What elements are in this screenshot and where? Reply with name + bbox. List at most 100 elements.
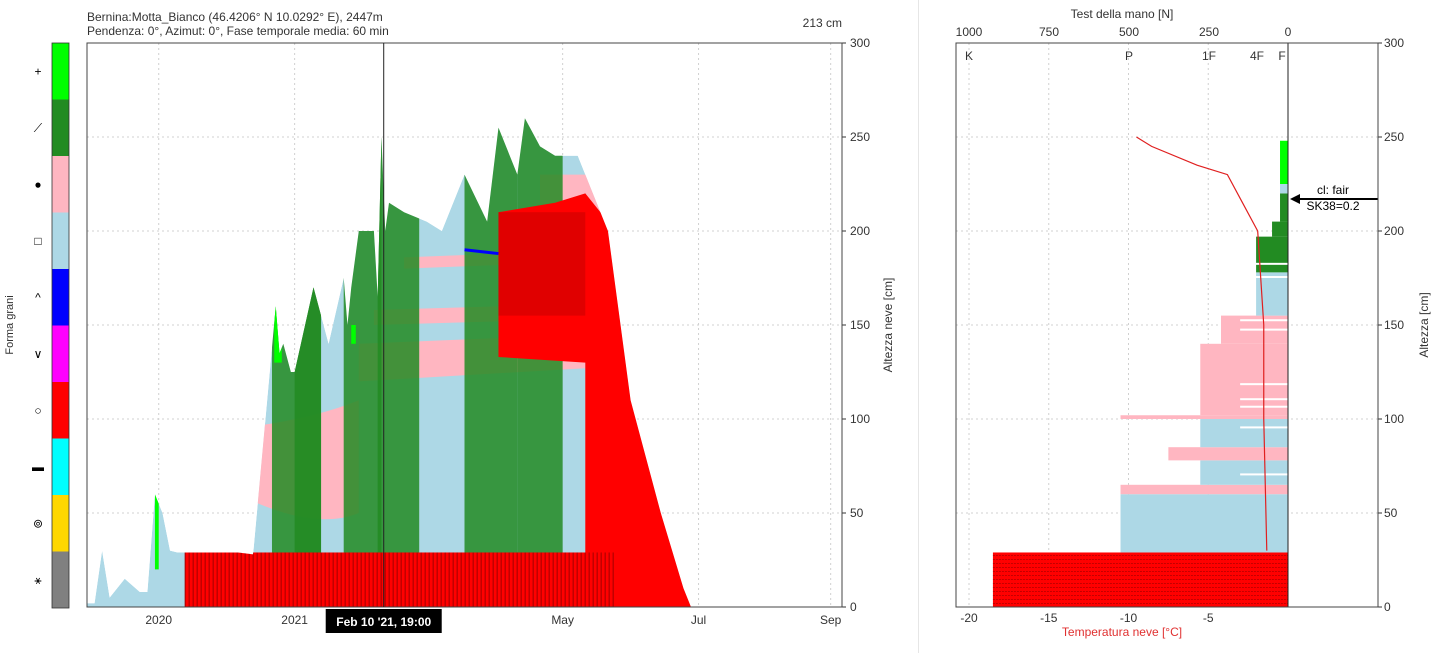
x-tick-label: 2021 <box>281 613 308 627</box>
stability-class: cl: fair <box>1317 183 1349 197</box>
legend-symbol: ⚹ <box>34 573 41 587</box>
y-tick-label: 250 <box>850 130 870 144</box>
legend-symbol: ∨ <box>34 347 43 361</box>
x-tick-label: 2020 <box>145 613 172 627</box>
x-tick-label: Jul <box>691 613 706 627</box>
legend-frame <box>51 42 70 609</box>
fresh-snow-band <box>464 118 518 607</box>
profile-layer <box>1120 494 1288 553</box>
x-tick-label: Sep <box>820 613 842 627</box>
legend-symbol: ⊚ <box>33 516 43 530</box>
stability-arrowhead <box>1290 194 1300 205</box>
legend-swatch <box>52 43 69 100</box>
profile-layer <box>1200 419 1288 448</box>
legend-title: Forma grani <box>4 295 16 354</box>
hand-tick-label: 250 <box>1199 25 1219 39</box>
legend-symbol: ○ <box>34 403 41 417</box>
profile-ylabel: Altezza [cm] <box>1417 292 1431 357</box>
grain-shape-legend: + ⟋ ● □ ^ ∨ ○ ▬ ⊚ ⚹ <box>32 42 70 609</box>
y-tick-label: 50 <box>850 506 864 520</box>
y-tick-label: 250 <box>1384 130 1404 144</box>
panel-divider <box>918 0 919 653</box>
legend-symbol: ▬ <box>32 460 44 474</box>
profile-title: Test della mano [N] <box>1071 7 1174 21</box>
bright-green-tip <box>154 494 159 570</box>
stability-index: SK38=0.2 <box>1306 199 1359 213</box>
x-tick-label: -20 <box>960 611 978 625</box>
legend-symbol: □ <box>34 234 41 248</box>
legend-symbol: ⟋ <box>34 121 43 135</box>
layer-gap <box>1240 319 1288 322</box>
plot-frame <box>955 42 1379 608</box>
profile-layer <box>1280 184 1288 194</box>
hardness-label: P <box>1125 49 1133 63</box>
legend-swatch <box>52 382 69 439</box>
legend-swatch <box>52 156 69 213</box>
x-tick-label: -10 <box>1120 611 1138 625</box>
current-depth-label: 213 cm <box>803 16 842 30</box>
y-tick-label: 300 <box>850 36 870 50</box>
y-tick-label: 150 <box>850 318 870 332</box>
x-tick-label: -15 <box>1040 611 1058 625</box>
plot-frame <box>86 42 843 608</box>
legend-swatch <box>52 551 69 608</box>
profile-layer <box>1280 140 1288 184</box>
hardness-label: F <box>1278 49 1285 63</box>
y-tick-label: 0 <box>1384 600 1391 614</box>
snow-layers <box>87 118 691 607</box>
snow-profile-chart: 0 50 100 150 200 250 300 -20 -15 -10 -5 1000 750 500 2… <box>955 25 1404 625</box>
x-tick-label: May <box>551 613 574 627</box>
profile-layer <box>1168 447 1288 461</box>
legend-swatch <box>52 212 69 269</box>
legend-swatch <box>52 269 69 326</box>
legend-swatch <box>52 325 69 382</box>
y-tick-label: 200 <box>850 224 870 238</box>
hand-tick-label: 0 <box>1285 25 1292 39</box>
profile-layer <box>1280 193 1288 222</box>
hand-tick-label: 1000 <box>956 25 983 39</box>
y-tick-label: 300 <box>1384 36 1404 50</box>
x-tick-label: -5 <box>1203 611 1214 625</box>
hardness-label: 1F <box>1202 49 1216 63</box>
profile-layer <box>1120 415 1288 419</box>
hardness-label: K <box>965 49 973 63</box>
profile-xlabel: Temperatura neve [°C] <box>1062 625 1182 639</box>
y-tick-label: 100 <box>1384 412 1404 426</box>
profile-layer <box>1200 460 1288 485</box>
cursor-label: Feb 10 '21, 19:00 <box>336 615 431 629</box>
profile-layer <box>1256 236 1288 273</box>
profile-layer <box>1120 484 1288 495</box>
cursor-badge <box>325 609 442 633</box>
legend-symbol: ● <box>34 177 41 191</box>
fresh-snow-band <box>517 118 563 607</box>
y-tick-label: 150 <box>1384 318 1404 332</box>
layer-gap <box>1240 276 1288 278</box>
layer-melt-dark <box>498 212 586 316</box>
y-tick-label: 100 <box>850 412 870 426</box>
station-title: Bernina:Motta_Bianco (46.4206° N 10.0292… <box>87 10 383 24</box>
hand-tick-label: 750 <box>1039 25 1059 39</box>
layer-gap <box>1240 473 1288 476</box>
y-tick-label: 200 <box>1384 224 1404 238</box>
layer-gap <box>1240 262 1288 265</box>
hardness-label: 4F <box>1250 49 1264 63</box>
station-subtitle: Pendenza: 0°, Azimut: 0°, Fase temporale… <box>87 24 389 38</box>
layer-depth-hoar <box>464 248 499 256</box>
legend-swatch <box>52 495 69 552</box>
legend-symbol: ^ <box>35 290 41 304</box>
bright-green-tip <box>351 325 356 344</box>
bright-green-tip <box>274 306 282 363</box>
temperature-profile <box>1136 136 1268 551</box>
legend-swatch <box>52 99 69 156</box>
profile-layer <box>1272 221 1288 237</box>
profile-layer <box>1200 343 1288 416</box>
legend-symbol: + <box>34 64 41 78</box>
legend-swatch <box>52 438 69 495</box>
base-crust <box>185 552 616 607</box>
hand-tick-label: 500 <box>1119 25 1139 39</box>
snow-evolution-chart: 0 50 100 150 200 250 300 2020 2021 May Jul Sep Feb 1… <box>86 36 870 633</box>
left-ylabel: Altezza neve [cm] <box>881 278 895 373</box>
y-tick-label: 50 <box>1384 506 1398 520</box>
